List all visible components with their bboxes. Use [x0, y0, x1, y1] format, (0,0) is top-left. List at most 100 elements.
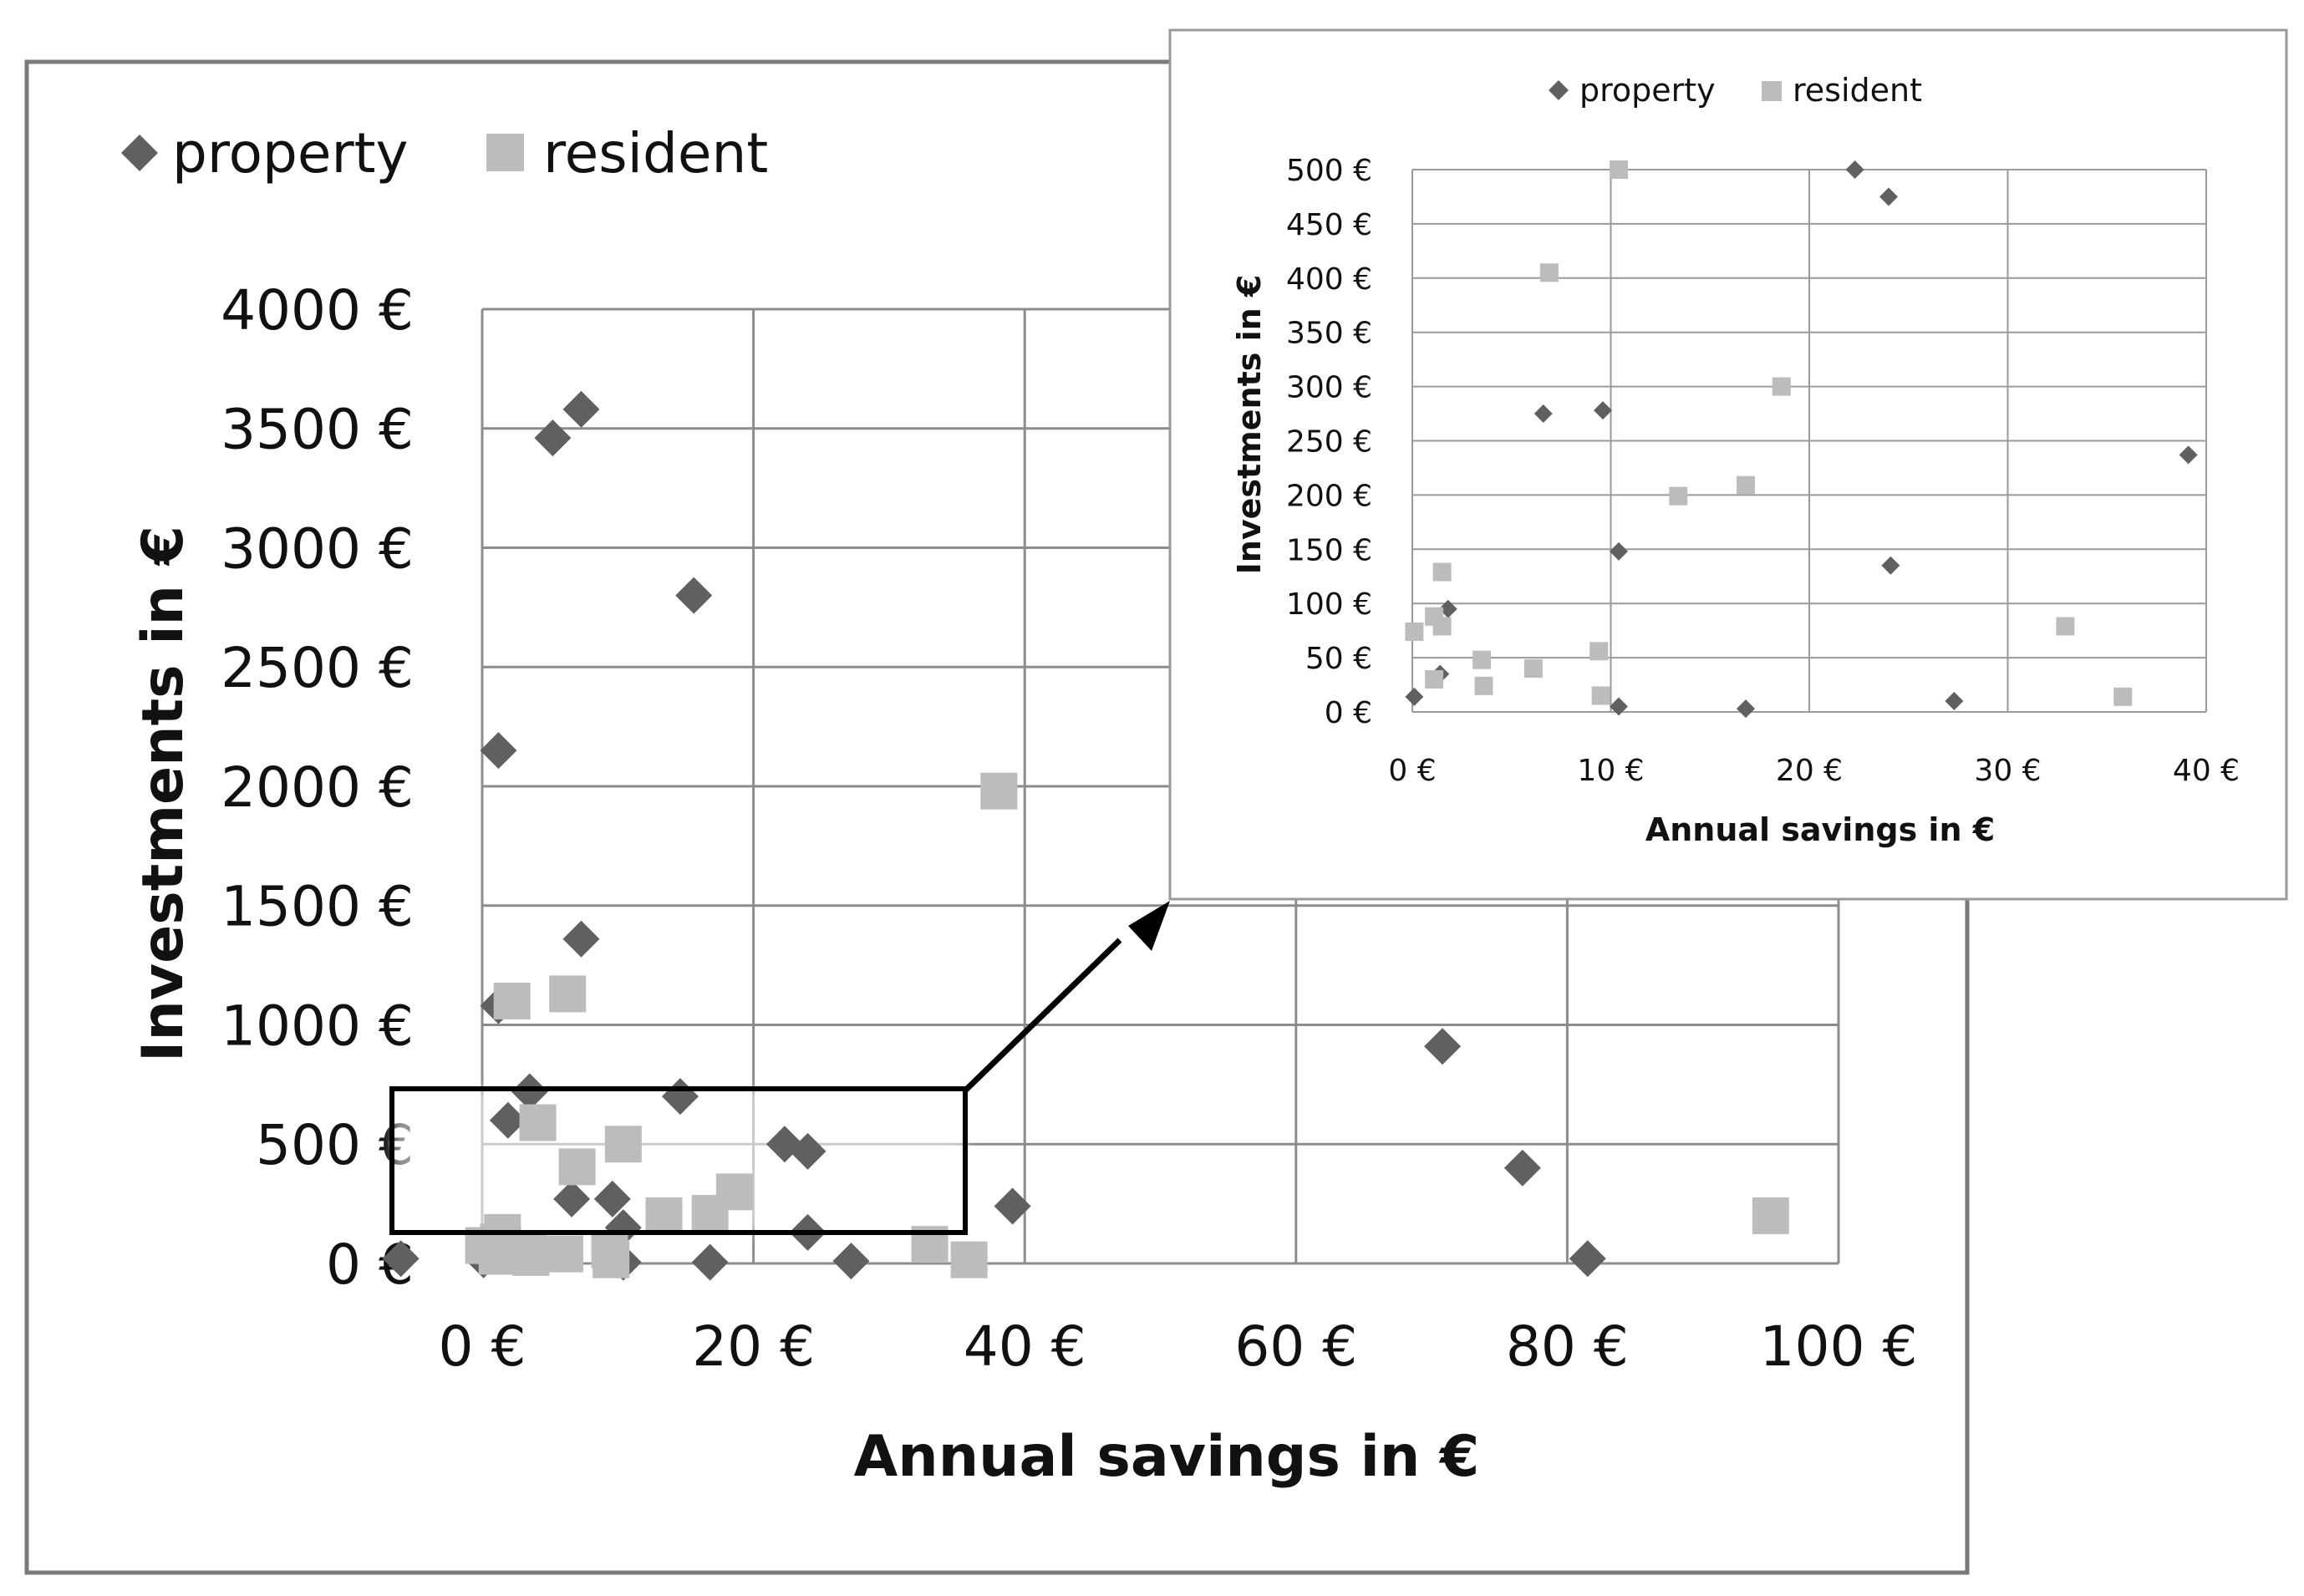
main-point-property — [489, 1101, 526, 1139]
main-y-tick-labels: 0 €500 €1000 €1500 €2000 €2500 €3000 €35… — [221, 278, 414, 1297]
main-point-resident — [980, 772, 1018, 810]
ins-point-resident — [1589, 642, 1609, 661]
ins-point-resident — [1772, 377, 1791, 396]
main-x-tick-label: 20 € — [692, 1314, 815, 1379]
ins-y-tick-label: 100 € — [1286, 587, 1372, 622]
main-point-resident — [493, 982, 531, 1019]
main-y-tick-label: 3500 € — [221, 398, 414, 462]
ins-y-tick-label: 400 € — [1286, 262, 1372, 297]
legend-resident-label: resident — [543, 121, 768, 186]
main-x-tick-label: 100 € — [1760, 1314, 1918, 1379]
inset-gridlines — [1411, 169, 2207, 713]
ins-x-tick-label: 10 € — [1577, 754, 1644, 788]
main-point-resident — [519, 1104, 557, 1141]
ins-y-tick-label: 200 € — [1286, 479, 1372, 513]
main-point-property — [1424, 1028, 1462, 1065]
main-point-resident — [645, 1197, 683, 1234]
inset-legend-property-marker — [1549, 80, 1569, 100]
main-point-property — [675, 577, 713, 614]
ins-y-tick-label: 350 € — [1286, 317, 1372, 351]
ins-point-resident — [1474, 676, 1493, 695]
main-point-resident — [691, 1195, 729, 1233]
ins-point-resident — [1523, 659, 1543, 679]
ins-x-tick-label: 40 € — [2173, 754, 2240, 788]
ins-point-property — [1881, 556, 1900, 575]
ins-y-tick-label: 150 € — [1286, 533, 1372, 567]
main-point-property — [562, 390, 600, 428]
inset-chart-frame — [1168, 28, 2288, 901]
ins-y-tick-label: 300 € — [1286, 371, 1372, 405]
main-point-property — [534, 419, 572, 457]
ins-y-tick-label: 500 € — [1286, 154, 1372, 188]
ins-point-resident — [1432, 562, 1452, 582]
main-point-property — [789, 1132, 826, 1170]
inset-legend-resident-label: resident — [1793, 72, 1922, 109]
ins-point-property — [1405, 687, 1424, 706]
main-y-tick-label: 1000 € — [221, 994, 414, 1058]
legend-property-label: property — [172, 121, 409, 186]
ins-point-property — [2179, 445, 2198, 465]
legend-resident-marker — [486, 134, 524, 171]
main-y-tick-label: 2500 € — [221, 636, 414, 700]
ins-point-property — [1879, 187, 1898, 206]
main-data-points — [382, 390, 1789, 1281]
main-y-tick-label: 4000 € — [221, 278, 414, 343]
ins-point-resident — [1669, 486, 1688, 506]
main-point-property — [553, 1180, 591, 1217]
inset-chart: 0 € 50 € 100 € 150 € 200 € 250 € 300 € 350 € 400… — [1168, 28, 2288, 901]
zoom-arrow-head — [1128, 901, 1170, 951]
ins-y-tick-label: 450 € — [1286, 208, 1372, 242]
ins-x-tick-label: 0 € — [1388, 754, 1436, 788]
inset-x-axis-title: Annual savings in € — [1645, 811, 1995, 848]
main-point-resident — [950, 1241, 988, 1278]
ins-y-tick-label: 0 € — [1325, 696, 1372, 730]
main-point-resident — [478, 1238, 516, 1275]
main-x-axis-title: Annual savings in € — [854, 1424, 1480, 1490]
zoom-box — [389, 1086, 968, 1235]
main-point-property — [691, 1243, 729, 1281]
main-point-property — [562, 920, 600, 958]
main-y-tick-label: 500 € — [256, 1113, 414, 1177]
main-x-tick-label: 80 € — [1506, 1314, 1629, 1379]
main-legend: property resident — [121, 121, 768, 186]
main-x-tick-labels: 0 € 20 € 40 € 60 € 80 € 100 € — [439, 1314, 1918, 1379]
ins-y-tick-label: 50 € — [1305, 642, 1372, 676]
ins-point-property — [1594, 401, 1612, 420]
ins-point-resident — [1737, 475, 1755, 495]
main-point-property — [511, 1073, 548, 1111]
main-y-tick-label: 1500 € — [221, 875, 414, 939]
main-point-property — [593, 1180, 631, 1217]
ins-point-property — [1610, 541, 1628, 561]
main-point-property — [382, 1240, 420, 1278]
ins-point-resident — [2056, 617, 2075, 636]
inset-y-tick-labels: 0 € 50 € 100 € 150 € 200 € 250 € 300 € 350 € 400… — [1286, 154, 1372, 730]
ins-point-property — [1610, 697, 1628, 716]
ins-point-property — [1845, 160, 1864, 179]
ins-point-property — [1737, 699, 1755, 719]
main-point-property — [994, 1187, 1031, 1225]
main-point-resident — [512, 1238, 550, 1276]
inset-x-tick-labels: 0 € 10 € 20 € 30 € 40 € — [1388, 754, 2240, 788]
main-y-tick-label: 2000 € — [221, 755, 414, 820]
main-point-resident — [1752, 1197, 1789, 1234]
main-point-property — [1569, 1240, 1606, 1278]
main-x-tick-label: 0 € — [439, 1314, 526, 1379]
main-point-resident — [547, 1235, 584, 1273]
ins-point-resident — [1591, 686, 1610, 705]
main-point-property — [1503, 1149, 1541, 1187]
main-y-axis-title: Investments in € — [130, 526, 196, 1062]
inset-legend-property-label: property — [1579, 72, 1716, 109]
ins-y-tick-label: 250 € — [1286, 424, 1372, 459]
inset-legend-resident-marker — [1762, 81, 1782, 101]
main-x-tick-label: 60 € — [1234, 1314, 1357, 1379]
ins-point-resident — [1539, 263, 1559, 282]
main-x-tick-label: 40 € — [964, 1314, 1086, 1379]
main-point-resident — [593, 1241, 630, 1278]
main-point-property — [480, 732, 517, 770]
ins-point-resident — [1405, 622, 1424, 641]
main-point-resident — [604, 1126, 642, 1163]
ins-point-resident — [1425, 670, 1444, 689]
ins-point-property — [1945, 692, 1964, 711]
legend-property-marker — [121, 135, 158, 171]
